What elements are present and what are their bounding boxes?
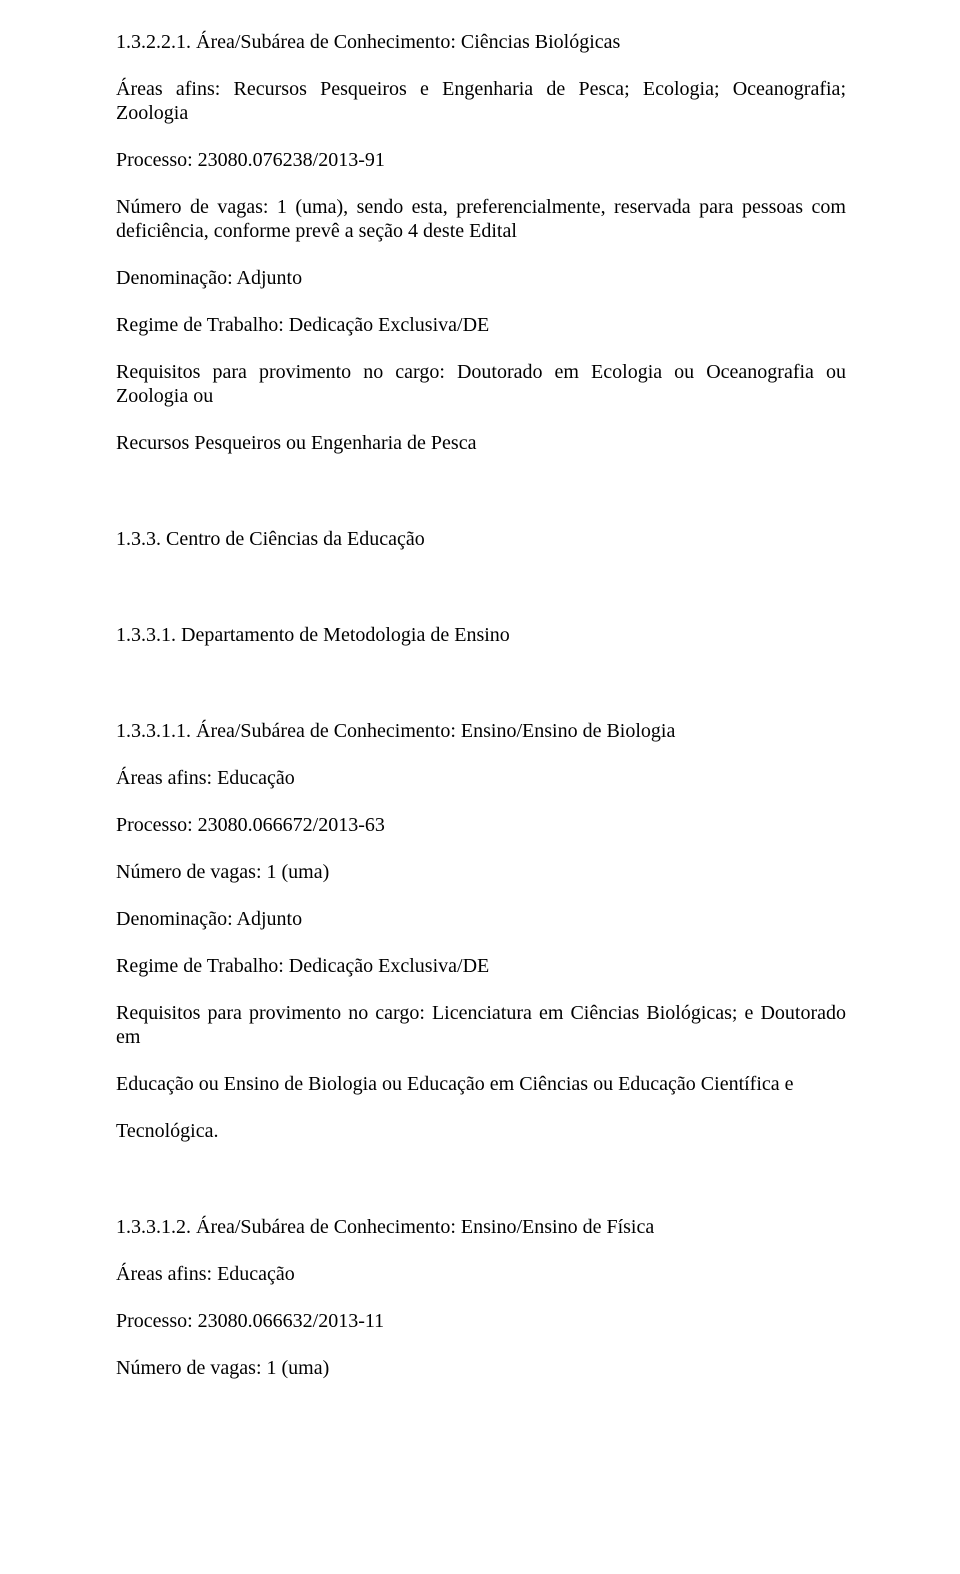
section-1-requisitos-2: Recursos Pesqueiros ou Engenharia de Pes… — [116, 431, 846, 455]
section-3-areas: Áreas afins: Educação — [116, 1262, 846, 1286]
section-1-areas: Áreas afins: Recursos Pesqueiros e Engen… — [116, 77, 846, 125]
section-2-requisitos-2: Educação ou Ensino de Biologia ou Educaç… — [116, 1072, 846, 1096]
section-2-denominacao: Denominação: Adjunto — [116, 907, 846, 931]
section-1-regime: Regime de Trabalho: Dedicação Exclusiva/… — [116, 313, 846, 337]
section-2-requisitos: Requisitos para provimento no cargo: Lic… — [116, 1001, 846, 1049]
section-3-vagas: Número de vagas: 1 (uma) — [116, 1356, 846, 1380]
section-2-areas: Áreas afins: Educação — [116, 766, 846, 790]
heading-1331: 1.3.3.1. Departamento de Metodologia de … — [116, 623, 846, 647]
section-1-heading: 1.3.2.2.1. Área/Subárea de Conhecimento:… — [116, 30, 846, 54]
section-2-processo: Processo: 23080.066672/2013-63 — [116, 813, 846, 837]
section-2-regime: Regime de Trabalho: Dedicação Exclusiva/… — [116, 954, 846, 978]
section-2-requisitos-3: Tecnológica. — [116, 1119, 846, 1143]
section-1-denominacao: Denominação: Adjunto — [116, 266, 846, 290]
heading-133: 1.3.3. Centro de Ciências da Educação — [116, 527, 846, 551]
section-1-vagas: Número de vagas: 1 (uma), sendo esta, pr… — [116, 195, 846, 243]
section-3-processo: Processo: 23080.066632/2013-11 — [116, 1309, 846, 1333]
section-2-heading: 1.3.3.1.1. Área/Subárea de Conhecimento:… — [116, 719, 846, 743]
section-2-vagas: Número de vagas: 1 (uma) — [116, 860, 846, 884]
section-3-heading: 1.3.3.1.2. Área/Subárea de Conhecimento:… — [116, 1215, 846, 1239]
section-1-requisitos: Requisitos para provimento no cargo: Dou… — [116, 360, 846, 408]
section-1-processo: Processo: 23080.076238/2013-91 — [116, 148, 846, 172]
